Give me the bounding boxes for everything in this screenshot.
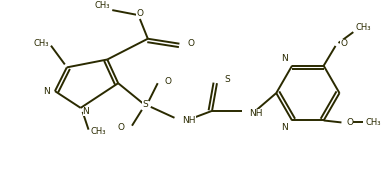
Text: CH₃: CH₃	[33, 39, 49, 48]
Text: O: O	[346, 118, 353, 127]
Text: O: O	[136, 9, 143, 17]
Text: N: N	[43, 87, 50, 96]
Text: NH: NH	[249, 109, 263, 118]
Text: S: S	[225, 75, 231, 84]
Text: CH₃: CH₃	[90, 127, 106, 136]
Text: O: O	[117, 123, 124, 132]
Text: S: S	[142, 100, 148, 109]
Text: O: O	[187, 39, 194, 48]
Text: N: N	[281, 54, 288, 63]
Text: CH₃: CH₃	[355, 23, 371, 32]
Text: N: N	[281, 123, 288, 132]
Text: O: O	[165, 77, 172, 86]
Text: O: O	[340, 39, 348, 48]
Text: NH: NH	[182, 116, 196, 125]
Text: CH₃: CH₃	[365, 118, 381, 127]
Text: N: N	[83, 107, 89, 116]
Text: CH₃: CH₃	[95, 1, 110, 10]
